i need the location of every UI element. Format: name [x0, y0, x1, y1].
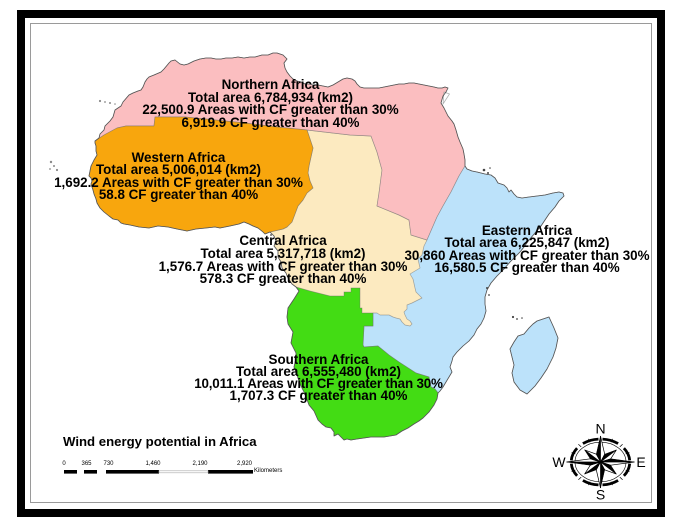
svg-text:S: S: [596, 487, 605, 503]
svg-text:W: W: [552, 454, 566, 470]
svg-text:E: E: [636, 454, 645, 470]
svg-text:N: N: [595, 421, 605, 437]
